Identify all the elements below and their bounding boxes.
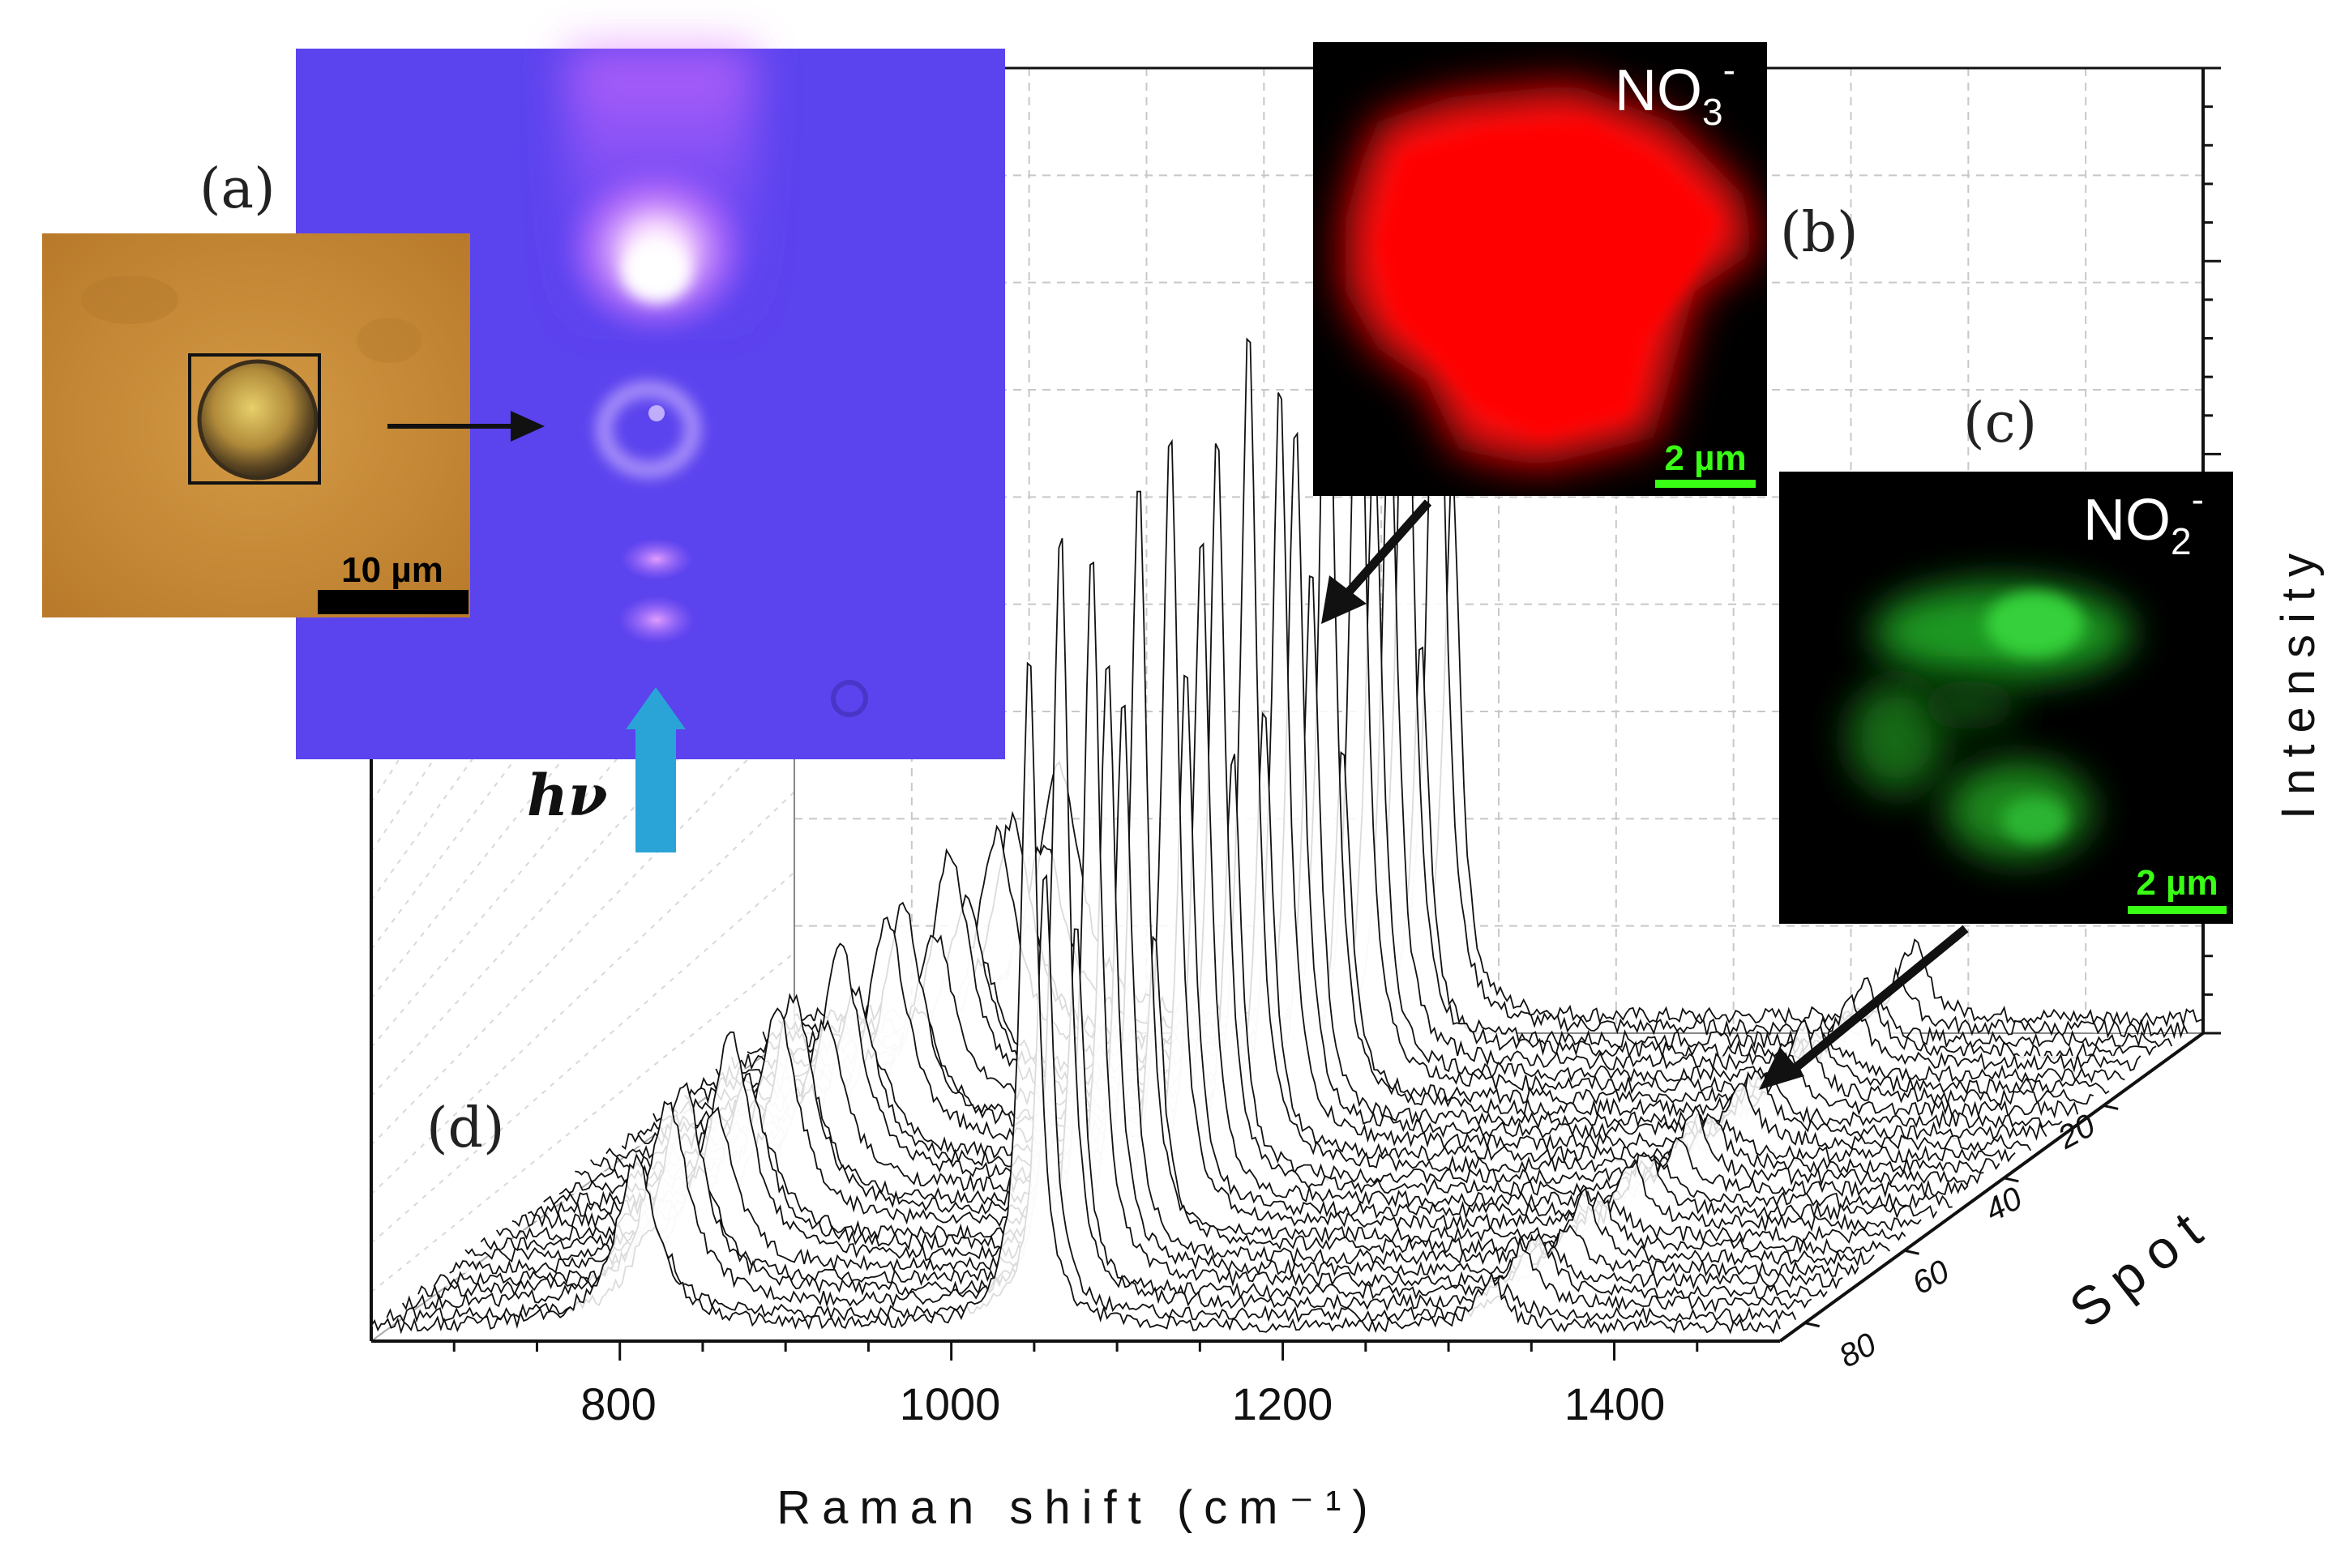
spectrum-trace <box>370 661 1781 1335</box>
x-tick-label: 1000 <box>900 1378 1001 1429</box>
map-b-scale-bar <box>1655 480 1756 488</box>
panel-c-no2-map <box>1779 472 2233 924</box>
depth-axis-tick <box>2103 1104 2119 1110</box>
depth-axis-tick <box>2004 1177 2019 1183</box>
excitation-label: hν <box>527 762 607 829</box>
map-c-title: NO2- <box>2083 478 2204 562</box>
panel-label-d: (d) <box>426 1096 505 1160</box>
x-tick-label: 1200 <box>1232 1378 1333 1429</box>
side-wall-gridline <box>370 871 795 1244</box>
x-tick-label: 1400 <box>1564 1378 1666 1429</box>
depth-axis-title: Spot <box>2058 1192 2223 1339</box>
x-axis-title: Raman shift (cm⁻¹) <box>777 1481 1379 1534</box>
depth-tick-label: 60 <box>1906 1254 1955 1302</box>
panel-label-b: (b) <box>1780 201 1859 265</box>
side-wall-gridline <box>370 389 795 951</box>
arrow-c <box>1759 925 1969 1090</box>
panel-label-c: (c) <box>1963 391 2037 455</box>
optical-scale-bar <box>318 590 469 614</box>
optical-scale-label: 10 µm <box>341 550 443 590</box>
raman-spectra-waterfall <box>370 155 2204 1335</box>
excitation-arrow <box>626 687 686 852</box>
depth-axis-tick <box>1904 1249 1919 1255</box>
panel-label-a: (a) <box>199 157 276 221</box>
x-axis-ticks: 800 1000 1200 1400 <box>580 1378 1665 1429</box>
y-axis-title: Intensity <box>2272 542 2325 819</box>
map-c-scale-bar <box>2128 906 2227 914</box>
map-b-scale-label: 2 µm <box>1664 438 1746 478</box>
x-tick-label: 800 <box>580 1378 656 1429</box>
depth-tick-label: 40 <box>1979 1181 2028 1229</box>
panel-b-no3-map <box>1313 42 1767 496</box>
arrow-b <box>1321 499 1432 624</box>
depth-axis-tick <box>1804 1322 1821 1328</box>
arrow-optical-to-uv <box>387 411 545 442</box>
map-c-scale-label: 2 µm <box>2136 863 2218 903</box>
depth-tick-label: 80 <box>1833 1327 1882 1375</box>
selection-box <box>188 353 321 485</box>
map-b-title: NO3- <box>1615 49 1735 133</box>
depth-axis-line <box>1778 1032 2205 1343</box>
